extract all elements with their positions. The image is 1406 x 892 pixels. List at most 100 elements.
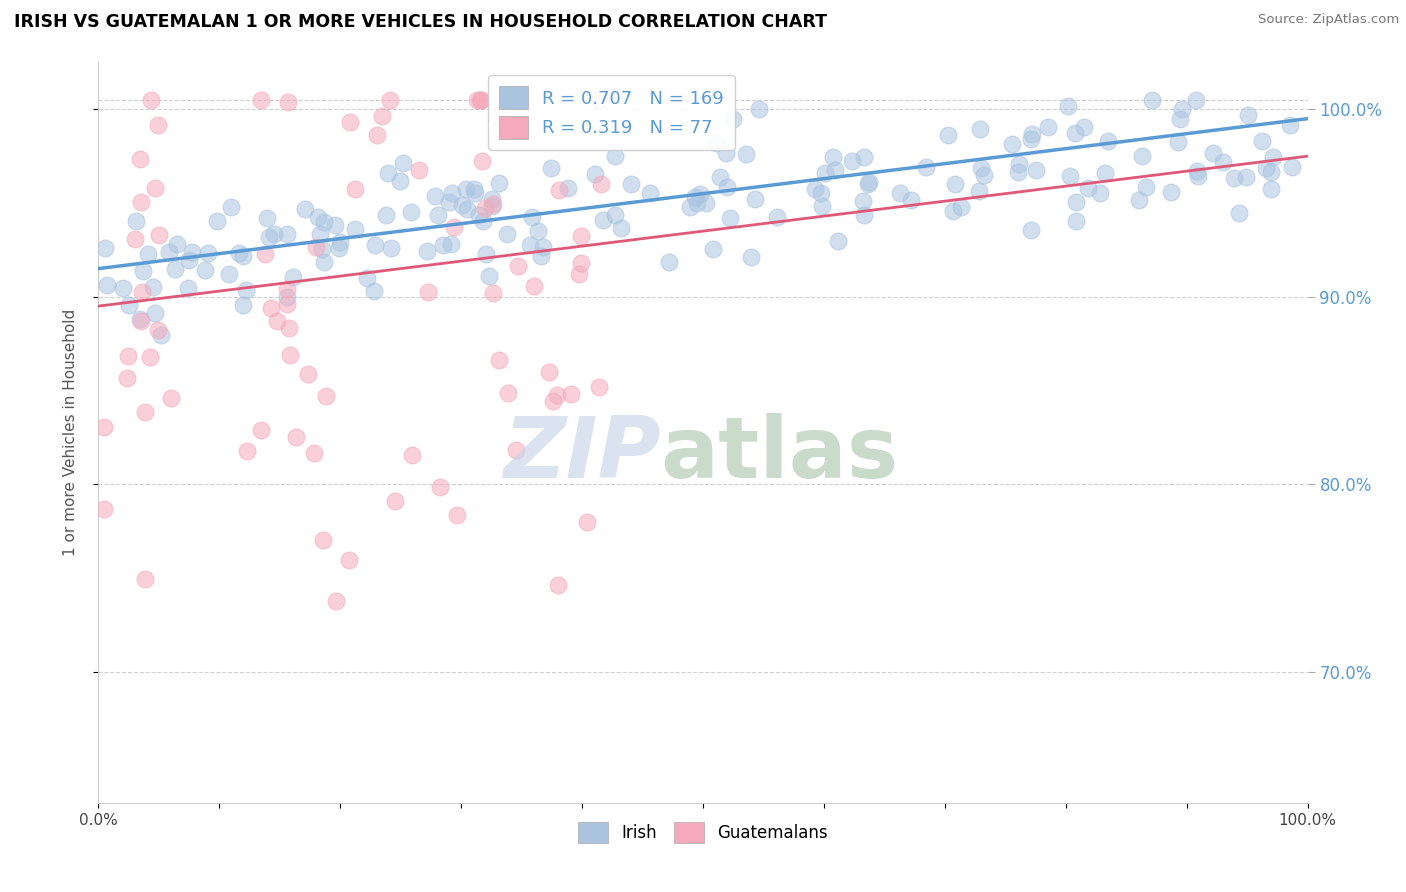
Point: [96, 278, 118, 293]
Point: [117, 349, 139, 363]
Point: [149, 327, 172, 342]
Point: [143, 181, 166, 195]
Point: [1007, 165, 1029, 179]
Point: [1227, 206, 1250, 220]
Point: [337, 553, 360, 567]
Point: [531, 240, 554, 254]
Point: [180, 245, 202, 260]
Point: [329, 235, 352, 250]
Point: [166, 237, 188, 252]
Point: [401, 205, 423, 219]
Point: [821, 150, 844, 164]
Point: [695, 196, 717, 211]
Point: [1036, 120, 1059, 134]
Point: [366, 128, 388, 142]
Point: [437, 194, 460, 209]
Point: [709, 170, 731, 185]
Point: [744, 192, 766, 206]
Point: [312, 215, 335, 229]
Point: [1019, 223, 1042, 237]
Point: [685, 189, 707, 203]
Point: [384, 493, 406, 508]
Point: [603, 149, 626, 163]
Point: [1167, 135, 1189, 149]
Point: [128, 152, 150, 166]
Point: [814, 165, 837, 179]
Point: [294, 202, 316, 217]
Point: [311, 533, 333, 547]
Point: [856, 177, 879, 191]
Point: [250, 93, 273, 107]
Point: [495, 227, 517, 241]
Point: [94, 241, 117, 255]
Point: [343, 182, 366, 196]
Point: [129, 314, 152, 328]
Point: [1223, 171, 1246, 186]
Point: [339, 115, 361, 129]
Point: [605, 208, 627, 222]
Point: [112, 281, 135, 295]
Point: [1170, 112, 1192, 127]
Point: [583, 167, 606, 181]
Point: [1140, 93, 1163, 107]
Point: [236, 444, 259, 458]
Point: [716, 179, 738, 194]
Point: [810, 186, 832, 200]
Point: [1237, 108, 1260, 122]
Point: [311, 242, 333, 256]
Point: [263, 227, 285, 242]
Point: [852, 194, 875, 208]
Point: [266, 314, 288, 328]
Point: [1059, 169, 1081, 184]
Point: [519, 238, 541, 252]
Point: [160, 391, 183, 405]
Point: [228, 246, 250, 260]
Point: [194, 262, 217, 277]
Point: [853, 208, 876, 222]
Point: [408, 163, 430, 178]
Point: [735, 146, 758, 161]
Point: [1234, 169, 1257, 184]
Point: [488, 352, 510, 367]
Point: [969, 121, 991, 136]
Point: [748, 102, 770, 116]
Point: [541, 393, 564, 408]
Point: [177, 281, 200, 295]
Point: [889, 186, 911, 200]
Point: [363, 284, 385, 298]
Point: [260, 301, 283, 316]
Point: [547, 183, 569, 197]
Point: [1171, 103, 1194, 117]
Point: [568, 268, 591, 282]
Point: [364, 238, 387, 252]
Point: [232, 249, 254, 263]
Point: [853, 150, 876, 164]
Point: [283, 269, 305, 284]
Point: [1260, 164, 1282, 178]
Point: [1279, 118, 1302, 132]
Point: [841, 153, 863, 168]
Text: IRISH VS GUATEMALAN 1 OR MORE VEHICLES IN HOUSEHOLD CORRELATION CHART: IRISH VS GUATEMALAN 1 OR MORE VEHICLES I…: [14, 13, 827, 31]
Point: [530, 249, 553, 263]
Point: [388, 174, 411, 188]
Point: [312, 255, 335, 269]
Point: [803, 182, 825, 196]
Point: [277, 320, 299, 334]
Point: [416, 285, 439, 300]
Point: [721, 112, 744, 126]
Point: [470, 93, 492, 107]
Point: [136, 246, 159, 260]
Point: [325, 593, 347, 607]
Point: [1128, 193, 1150, 207]
Point: [1008, 157, 1031, 171]
Point: [285, 430, 308, 444]
Text: Source: ZipAtlas.com: Source: ZipAtlas.com: [1258, 13, 1399, 27]
Point: [620, 178, 643, 192]
Point: [254, 246, 277, 260]
Point: [325, 219, 347, 233]
Point: [1019, 132, 1042, 146]
Point: [1064, 213, 1087, 227]
Point: [139, 350, 162, 364]
Point: [148, 228, 170, 243]
Point: [307, 211, 329, 225]
